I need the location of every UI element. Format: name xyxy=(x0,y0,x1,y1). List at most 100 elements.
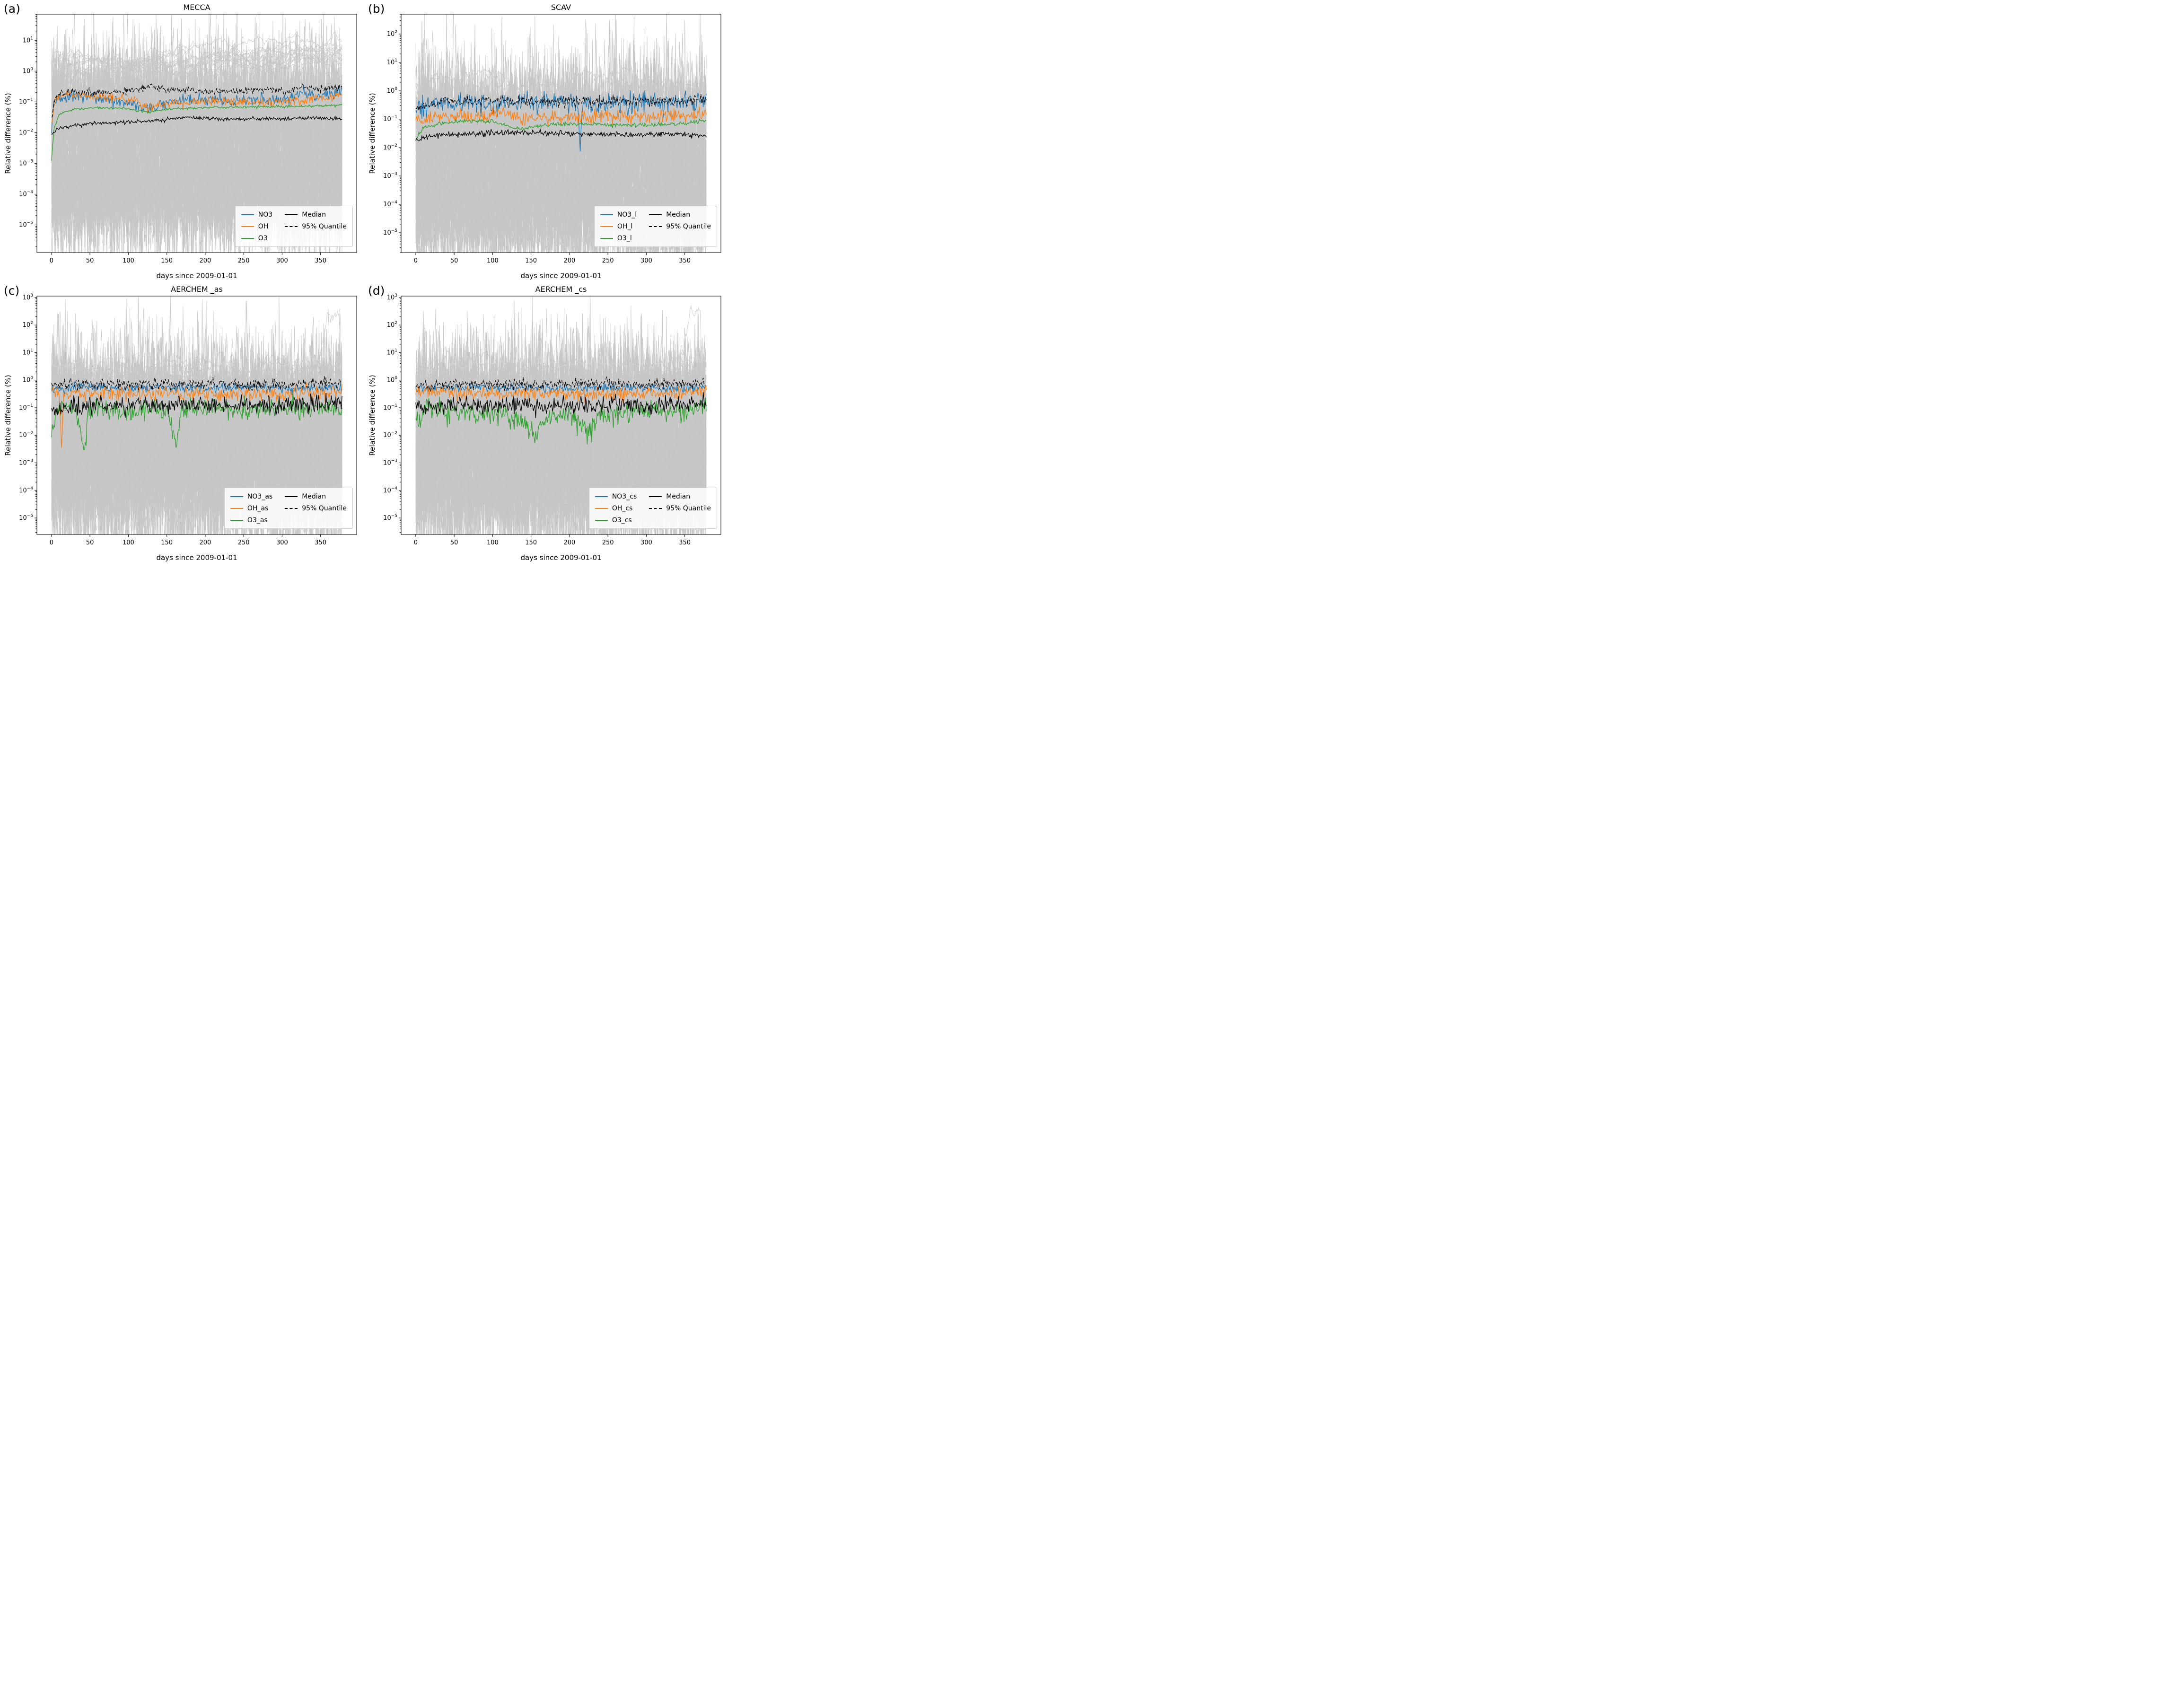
y-tick-label: 103 xyxy=(23,293,33,301)
axes: 0 50 100 150 200 250 300 350 103 102 101 100 10−1 10−… xyxy=(383,293,721,546)
x-tick-label: 150 xyxy=(525,257,537,264)
plot-title-a: MECCA xyxy=(183,3,211,12)
ensemble-member-line xyxy=(51,54,342,77)
legend-line-sample xyxy=(649,214,662,215)
ensemble-member-line xyxy=(415,20,707,202)
ensemble-spike xyxy=(118,327,123,397)
ensemble-member-line xyxy=(51,39,342,94)
legend-column: NO3_as OH_as O3_as xyxy=(230,492,272,525)
ensemble-spike xyxy=(699,48,704,108)
x-tick-label: 150 xyxy=(161,257,173,264)
legend-item-O3: O3 xyxy=(241,234,272,243)
x-tick-label: 250 xyxy=(238,257,250,264)
panel-label-b: (b) xyxy=(368,2,385,16)
legend-item-95% Quantile: 95% Quantile xyxy=(285,222,347,231)
y-tick-label: 100 xyxy=(387,87,398,95)
y-axis-label-d: Relative difference (%) xyxy=(368,375,377,456)
series-line-OH_cs xyxy=(415,384,707,403)
ensemble-spike xyxy=(250,336,255,397)
gray-ensemble xyxy=(415,296,707,534)
legend-a: NO3 OH O3 Median 95% Quantile xyxy=(235,206,353,247)
plot-frame xyxy=(36,296,357,535)
y-tick-label: 101 xyxy=(23,36,33,44)
ensemble-member-line xyxy=(415,83,707,115)
panel-d: 0 50 100 150 200 250 300 350 103 102 101 100 10−1 10−… xyxy=(364,282,728,564)
ensemble-spike xyxy=(498,336,503,397)
ensemble-spike xyxy=(682,327,687,397)
legend-item-OH_l: OH_l xyxy=(600,222,637,231)
ensemble-spike xyxy=(307,22,313,90)
ensemble-member-line xyxy=(51,53,342,92)
legend-label: 95% Quantile xyxy=(302,222,347,230)
ensemble-spike xyxy=(76,327,81,397)
series-line-OH xyxy=(51,89,342,123)
plot-area xyxy=(415,14,707,253)
legend-d: NO3_cs OH_cs O3_cs Median 95% Quantile xyxy=(588,488,717,529)
ensemble-member-line xyxy=(415,310,707,527)
legend-label: O3_cs xyxy=(612,516,632,524)
x-tick-label: 300 xyxy=(640,539,652,546)
legend-label: OH_cs xyxy=(612,504,633,512)
ensemble-member-line xyxy=(415,403,707,534)
x-tick-label: 350 xyxy=(315,539,326,546)
ensemble-spike xyxy=(224,333,229,397)
y-tick-label: 10−3 xyxy=(383,459,397,467)
ensemble-spike xyxy=(424,39,429,108)
y-tick-label: 10−3 xyxy=(19,459,33,467)
legend-column: NO3_l OH_l O3_l xyxy=(600,210,637,243)
x-tick-label: 150 xyxy=(525,539,537,546)
series-line-Median xyxy=(51,393,342,418)
x-tick-label: 200 xyxy=(199,257,211,264)
y-axis-ticks: 103 102 101 100 10−1 10−2 10−3 10−4 10−5 xyxy=(19,293,37,533)
x-tick-label: 0 xyxy=(50,257,53,264)
legend-c: NO3_as OH_as O3_as Median 95% Quantile xyxy=(224,488,353,529)
legend-label: O3 xyxy=(258,234,268,242)
legend-item-NO3_as: NO3_as xyxy=(230,492,272,501)
series-line-95% Quantile xyxy=(51,82,342,118)
legend-label: Median xyxy=(666,210,691,219)
legend-item-OH_as: OH_as xyxy=(230,504,272,513)
y-tick-label: 10−5 xyxy=(19,514,33,522)
ensemble-member-line xyxy=(51,39,342,85)
legend-line-sample xyxy=(649,496,662,497)
plot-title-c: AERCHEM _as xyxy=(171,285,223,294)
ensemble-end-spike xyxy=(317,311,341,368)
legend-line-sample xyxy=(285,226,298,227)
series-line-Median xyxy=(415,392,707,418)
legend-label: O3_as xyxy=(247,516,268,524)
axes: 0 50 100 150 200 250 300 35010110010−110−210−31… xyxy=(19,14,357,264)
y-tick-label: 10−1 xyxy=(383,115,397,123)
ensemble-spike xyxy=(636,330,641,397)
axes: 0 50 100 150 200 250 300 35010210110010−110−210… xyxy=(383,14,721,264)
y-tick-label: 10−2 xyxy=(383,143,397,151)
ensemble-member-line xyxy=(415,46,707,106)
legend-line-sample xyxy=(595,519,608,521)
legend-line-sample xyxy=(600,226,613,227)
series-line-95% Quantile xyxy=(51,376,342,392)
y-tick-label: 10−5 xyxy=(383,228,397,237)
legend-label: NO3 xyxy=(258,210,273,219)
y-axis-ticks: 102 101 100 10−1 10−2 10−3 10−4 10−5 xyxy=(383,14,401,253)
ensemble-spike xyxy=(678,51,684,108)
ensemble-spike xyxy=(202,325,208,397)
ensemble-spike xyxy=(456,48,461,108)
legend-line-sample xyxy=(241,214,254,215)
legend-item-Median: Median xyxy=(649,210,711,219)
ensemble-spike xyxy=(319,37,325,90)
legend-item-NO3_l: NO3_l xyxy=(600,210,637,219)
series-line-95% Quantile xyxy=(415,94,707,111)
ensemble-member-line xyxy=(51,345,342,382)
ensemble-spike xyxy=(536,330,542,397)
y-tick-label: 10−3 xyxy=(383,172,397,180)
ensemble-member-line xyxy=(51,46,342,78)
y-tick-label: 10−4 xyxy=(19,486,33,494)
ensemble-member-line xyxy=(415,68,707,108)
ensemble-spike xyxy=(659,336,665,397)
ensemble-spike xyxy=(605,333,611,397)
legend-label: NO3_l xyxy=(617,210,637,219)
ensemble-spike xyxy=(419,21,425,108)
ensemble-member-line xyxy=(51,54,342,178)
ensemble-member-line xyxy=(415,357,707,404)
axes: 0 50 100 150 200 250 300 350 103 102 101 100 10−1 10−… xyxy=(19,293,357,546)
y-tick-label: 100 xyxy=(23,376,34,384)
